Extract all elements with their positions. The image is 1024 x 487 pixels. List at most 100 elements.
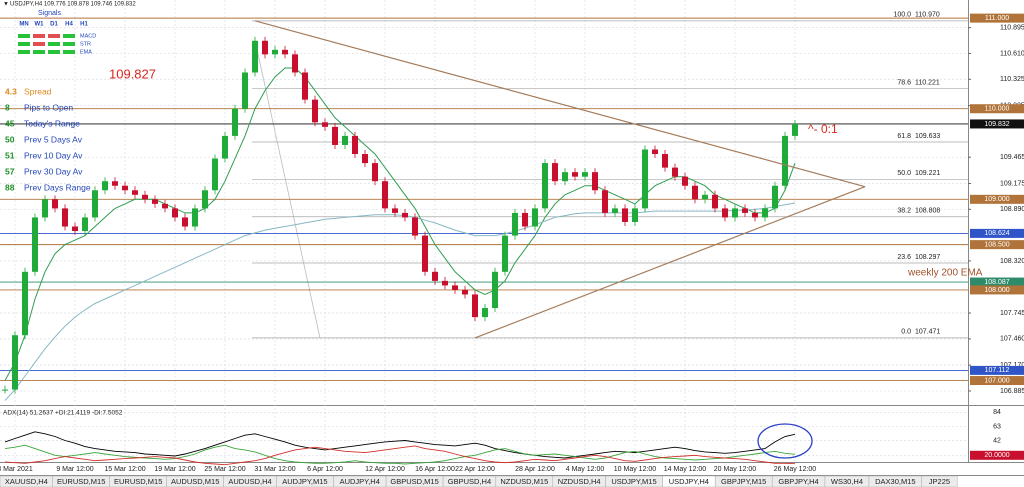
candle-body: [752, 212, 758, 218]
symbol-tab-label[interactable]: DAX30,M15: [875, 477, 915, 486]
candle-body: [122, 185, 128, 191]
level-label: 107.112: [985, 367, 1010, 374]
candle-body: [202, 190, 208, 209]
annotation: weekly 200 EMA: [907, 268, 983, 279]
signal-cell: [63, 42, 75, 46]
trendline: [254, 20, 866, 188]
level-box: [970, 365, 1024, 375]
info-label: Prev 30 Day Av: [24, 166, 83, 176]
candle-body: [112, 181, 118, 186]
symbol-tab-label[interactable]: NZDUSD,M15: [500, 477, 548, 486]
candle-body: [392, 208, 398, 213]
candle-body: [252, 40, 258, 73]
symbol-line-icon: ▼: [3, 2, 9, 8]
candle-body: [132, 190, 138, 195]
candle-body: [562, 172, 568, 182]
fib-price-label: 108.297: [915, 254, 940, 261]
symbol-line: USDJPY,H4 109.776 109.878 109.746 109.83…: [10, 2, 136, 8]
candle-body: [2, 389, 8, 391]
candle-body: [102, 181, 108, 191]
symbol-tab-label[interactable]: AUDUSD,M15: [171, 477, 219, 486]
candle-body: [362, 154, 368, 164]
y-tick-label: 20.0000: [984, 452, 1009, 459]
y-tick-label: 107.460: [1000, 336, 1024, 343]
candle-body: [672, 167, 678, 177]
symbol-tab-label[interactable]: NZDUSD,H4: [558, 477, 601, 486]
candle-body: [482, 308, 488, 318]
signal-row: EMA: [80, 49, 92, 55]
symbol-tab-label[interactable]: GBPJPY,M15: [721, 477, 766, 486]
info-label: Prev 10 Day Av: [24, 150, 83, 160]
symbol-tab-label[interactable]: GBPUSD,M15: [390, 477, 438, 486]
candle-body: [352, 135, 358, 155]
candle-body: [162, 203, 168, 209]
symbol-tab-label[interactable]: EURUSD,M15: [57, 477, 105, 486]
signal-cell: [18, 42, 30, 46]
candle-body: [682, 176, 688, 186]
symbol-tab[interactable]: [921, 475, 958, 487]
symbol-tab-label[interactable]: USDJPY,H4: [669, 477, 709, 486]
symbol-tab-label[interactable]: AUDJPY,H4: [340, 477, 380, 486]
y-tick-label: 84: [993, 409, 1001, 416]
signal-cell: [33, 50, 45, 54]
candle-body: [42, 199, 48, 218]
level-label: 110.000: [985, 106, 1010, 113]
symbol-tab-label[interactable]: AUDJPY,M15: [282, 477, 327, 486]
candle-body: [292, 54, 298, 73]
fib-level-label: 23.6: [897, 254, 911, 261]
moving-average: [4, 67, 796, 381]
tick-box: [970, 450, 1024, 460]
signal-cell: [33, 34, 45, 38]
fib-level-label: 50.0: [897, 170, 911, 177]
signal-column: W1: [35, 22, 45, 28]
level-box: [970, 13, 1024, 23]
symbol-tab-label[interactable]: USDJPY,M15: [611, 477, 656, 486]
x-tick-label: 6 Apr 12:00: [307, 466, 343, 473]
candle-body: [762, 208, 768, 218]
candle-body: [432, 271, 438, 281]
candle-body: [462, 289, 468, 295]
info-label: Prev Days Range: [24, 182, 91, 192]
fib-level-label: 38.2: [897, 208, 911, 215]
candle-body: [272, 49, 278, 55]
candle-body: [82, 217, 88, 232]
y-tick-label: 108.320: [1000, 258, 1024, 265]
symbol-tab-label[interactable]: GBPJPY,H4: [778, 477, 818, 486]
signal-cell: [33, 42, 45, 46]
level-box: [970, 240, 1024, 250]
signal-row: MACD: [80, 33, 96, 39]
x-tick-label: 14 May 12:00: [664, 466, 707, 473]
candle-body: [412, 217, 418, 236]
symbol-tab-label[interactable]: EURUSD,M15: [114, 477, 162, 486]
candle-body: [312, 99, 318, 123]
candle-body: [442, 280, 448, 286]
symbol-tab-label[interactable]: WS30,H4: [831, 477, 863, 486]
y-tick-label: 107.170: [1000, 362, 1024, 369]
candle-body: [332, 126, 338, 145]
y-tick-label: 110.895: [1000, 24, 1024, 31]
candle-body: [692, 185, 698, 200]
symbol-tab-label[interactable]: XAUUSD,H4: [5, 477, 48, 486]
fib-price-label: 107.471: [915, 329, 940, 336]
symbol-tab-label[interactable]: JP225: [929, 477, 950, 486]
trendline: [474, 186, 866, 339]
symbol-tab-label[interactable]: AUDUSD,H4: [228, 477, 271, 486]
highlight-ellipse: [757, 423, 813, 459]
candle-body: [662, 154, 668, 168]
candle-body: [32, 217, 38, 272]
signal-column: H1: [80, 22, 88, 28]
level-box: [970, 194, 1024, 204]
candle-body: [152, 199, 158, 204]
level-label: 111.000: [985, 15, 1009, 22]
plot-layer: 3 Mar 2021 9 Mar 12:00 15 Mar 12:00 19 Mar …: [0, 0, 1024, 473]
signal-cell: [18, 34, 30, 38]
level-box: [970, 228, 1024, 238]
candle-body: [652, 149, 658, 155]
candle-body: [452, 285, 458, 290]
candle-body: [222, 135, 228, 159]
fib-price-label: 108.808: [915, 208, 940, 215]
info-label: Today's Range: [24, 118, 80, 128]
signal-cell: [63, 34, 75, 38]
info-value: 45: [5, 118, 15, 128]
symbol-tab-label[interactable]: GBPUSD,H4: [448, 477, 491, 486]
